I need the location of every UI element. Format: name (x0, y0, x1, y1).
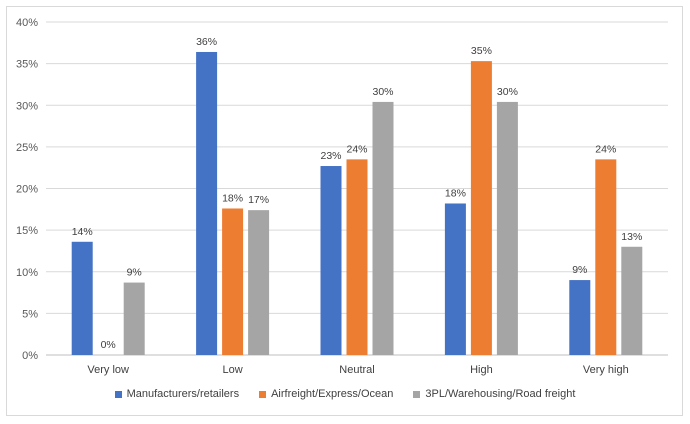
bar (222, 208, 244, 355)
bar (496, 101, 518, 355)
bar (346, 159, 368, 355)
data-label: 13% (621, 231, 642, 243)
bar (470, 61, 492, 355)
data-label: 30% (497, 86, 518, 98)
legend: Manufacturers/retailers Airfreight/Expre… (0, 388, 690, 400)
x-category-label: Low (223, 364, 243, 376)
legend-swatch (259, 390, 267, 398)
y-tick-label: 25% (16, 142, 38, 154)
bar (621, 246, 643, 355)
y-tick-label: 30% (16, 100, 38, 112)
y-tick-label: 10% (16, 267, 38, 279)
data-label: 18% (445, 187, 466, 199)
x-category-label: Neutral (339, 364, 374, 376)
data-label: 23% (320, 150, 341, 162)
bar (71, 241, 93, 355)
y-tick-label: 15% (16, 225, 38, 237)
data-label: 30% (372, 86, 393, 98)
legend-swatch (114, 390, 122, 398)
data-label: 35% (471, 45, 492, 57)
y-tick-label: 5% (22, 308, 38, 320)
data-label: 17% (248, 194, 269, 206)
bar (569, 280, 591, 355)
y-tick-label: 20% (16, 184, 38, 196)
legend-swatch (413, 390, 421, 398)
bar (320, 166, 342, 355)
bar (444, 203, 466, 355)
y-tick-label: 35% (16, 59, 38, 71)
bar (372, 101, 394, 355)
legend-label: Manufacturers/retailers (126, 388, 240, 400)
legend-label: Airfreight/Express/Ocean (271, 388, 394, 400)
legend-item-3pl: 3PL/Warehousing/Road freight (413, 388, 575, 400)
data-label: 14% (72, 226, 93, 238)
bar (123, 282, 145, 355)
data-label: 0% (101, 339, 116, 351)
x-category-label: Very high (583, 364, 629, 376)
data-label: 9% (127, 267, 142, 279)
data-label: 9% (572, 264, 587, 276)
legend-label: 3PL/Warehousing/Road freight (425, 388, 576, 400)
legend-item-airfreight: Airfreight/Express/Ocean (259, 388, 393, 400)
data-label: 18% (222, 192, 243, 204)
data-label: 24% (595, 143, 616, 155)
data-label: 36% (196, 36, 217, 48)
data-label: 24% (346, 143, 367, 155)
bar (248, 210, 270, 355)
bar (595, 159, 617, 355)
x-category-label: High (470, 364, 493, 376)
y-tick-label: 40% (16, 17, 38, 29)
y-tick-label: 0% (22, 350, 38, 362)
x-category-label: Very low (87, 364, 129, 376)
bar (196, 51, 218, 355)
legend-item-manufacturers: Manufacturers/retailers (114, 388, 240, 400)
